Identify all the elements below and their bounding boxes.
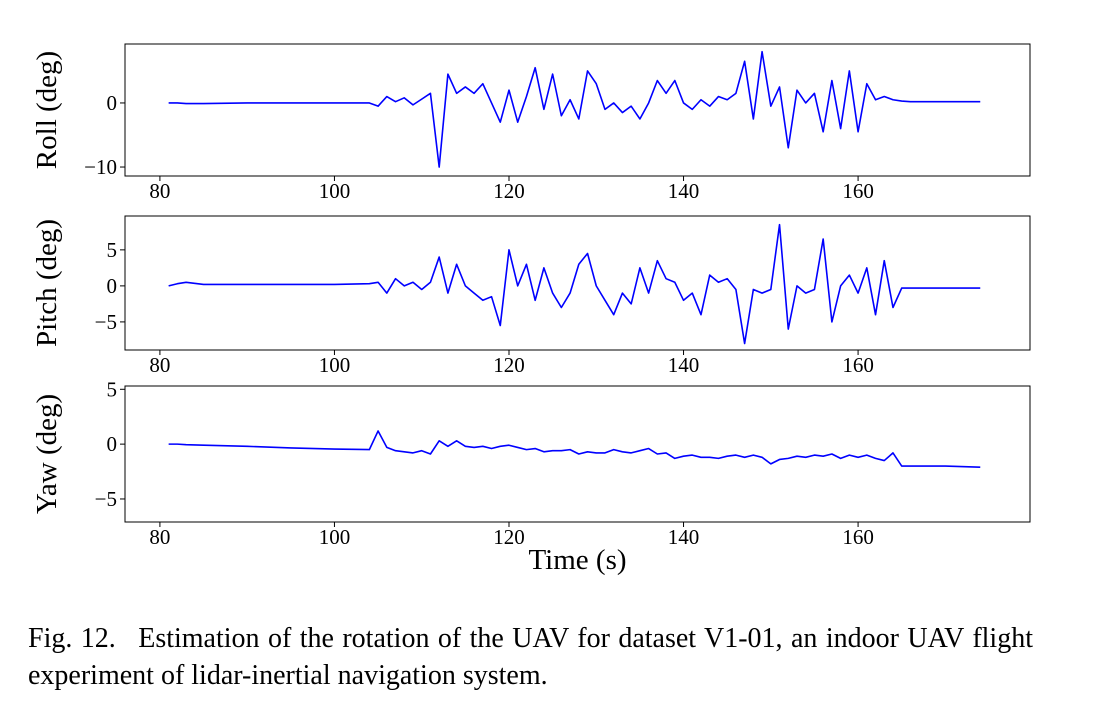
data-line — [168, 430, 981, 468]
y-tick-label: −5 — [95, 310, 117, 334]
x-tick-label: 120 — [493, 525, 525, 549]
y-tick-label: 0 — [107, 274, 118, 298]
x-axis-label: Time (s) — [528, 544, 626, 576]
y-axis-label: Pitch (deg) — [31, 219, 63, 347]
plot-frame — [124, 43, 1031, 177]
y-axis-label: Roll (deg) — [31, 51, 63, 169]
data-line — [168, 50, 981, 168]
x-tick-label: 160 — [842, 179, 874, 203]
x-tick-label: 100 — [319, 353, 351, 377]
x-tick-label: 120 — [493, 179, 525, 203]
x-tick-label: 80 — [149, 353, 170, 377]
x-tick-label: 160 — [842, 353, 874, 377]
x-tick-label: 140 — [668, 353, 700, 377]
x-tick-label: 100 — [319, 179, 351, 203]
y-axis-label: Yaw (deg) — [31, 394, 63, 514]
y-tick-label: 5 — [107, 377, 118, 401]
x-tick-label: 120 — [493, 353, 525, 377]
y-tick-label: 0 — [107, 91, 118, 115]
x-tick-label: 140 — [668, 179, 700, 203]
x-tick-label: 140 — [668, 525, 700, 549]
x-tick-label: 80 — [149, 525, 170, 549]
x-tick-label: 80 — [149, 179, 170, 203]
plot-frame — [124, 385, 1031, 523]
y-tick-label: 5 — [107, 238, 118, 262]
y-tick-label: 0 — [107, 432, 118, 456]
x-tick-label: 100 — [319, 525, 351, 549]
plot-frame — [124, 215, 1031, 351]
data-line — [168, 223, 981, 345]
y-tick-label: −10 — [84, 155, 117, 179]
x-tick-label: 160 — [842, 525, 874, 549]
figure: 80 100 120 140 160 −10 0 Roll (deg) 80 100 120 140 1… — [31, 43, 1031, 576]
y-tick-label: −5 — [95, 487, 117, 511]
caption: Fig. 12. Estimation of the rotation of t… — [28, 623, 1033, 691]
